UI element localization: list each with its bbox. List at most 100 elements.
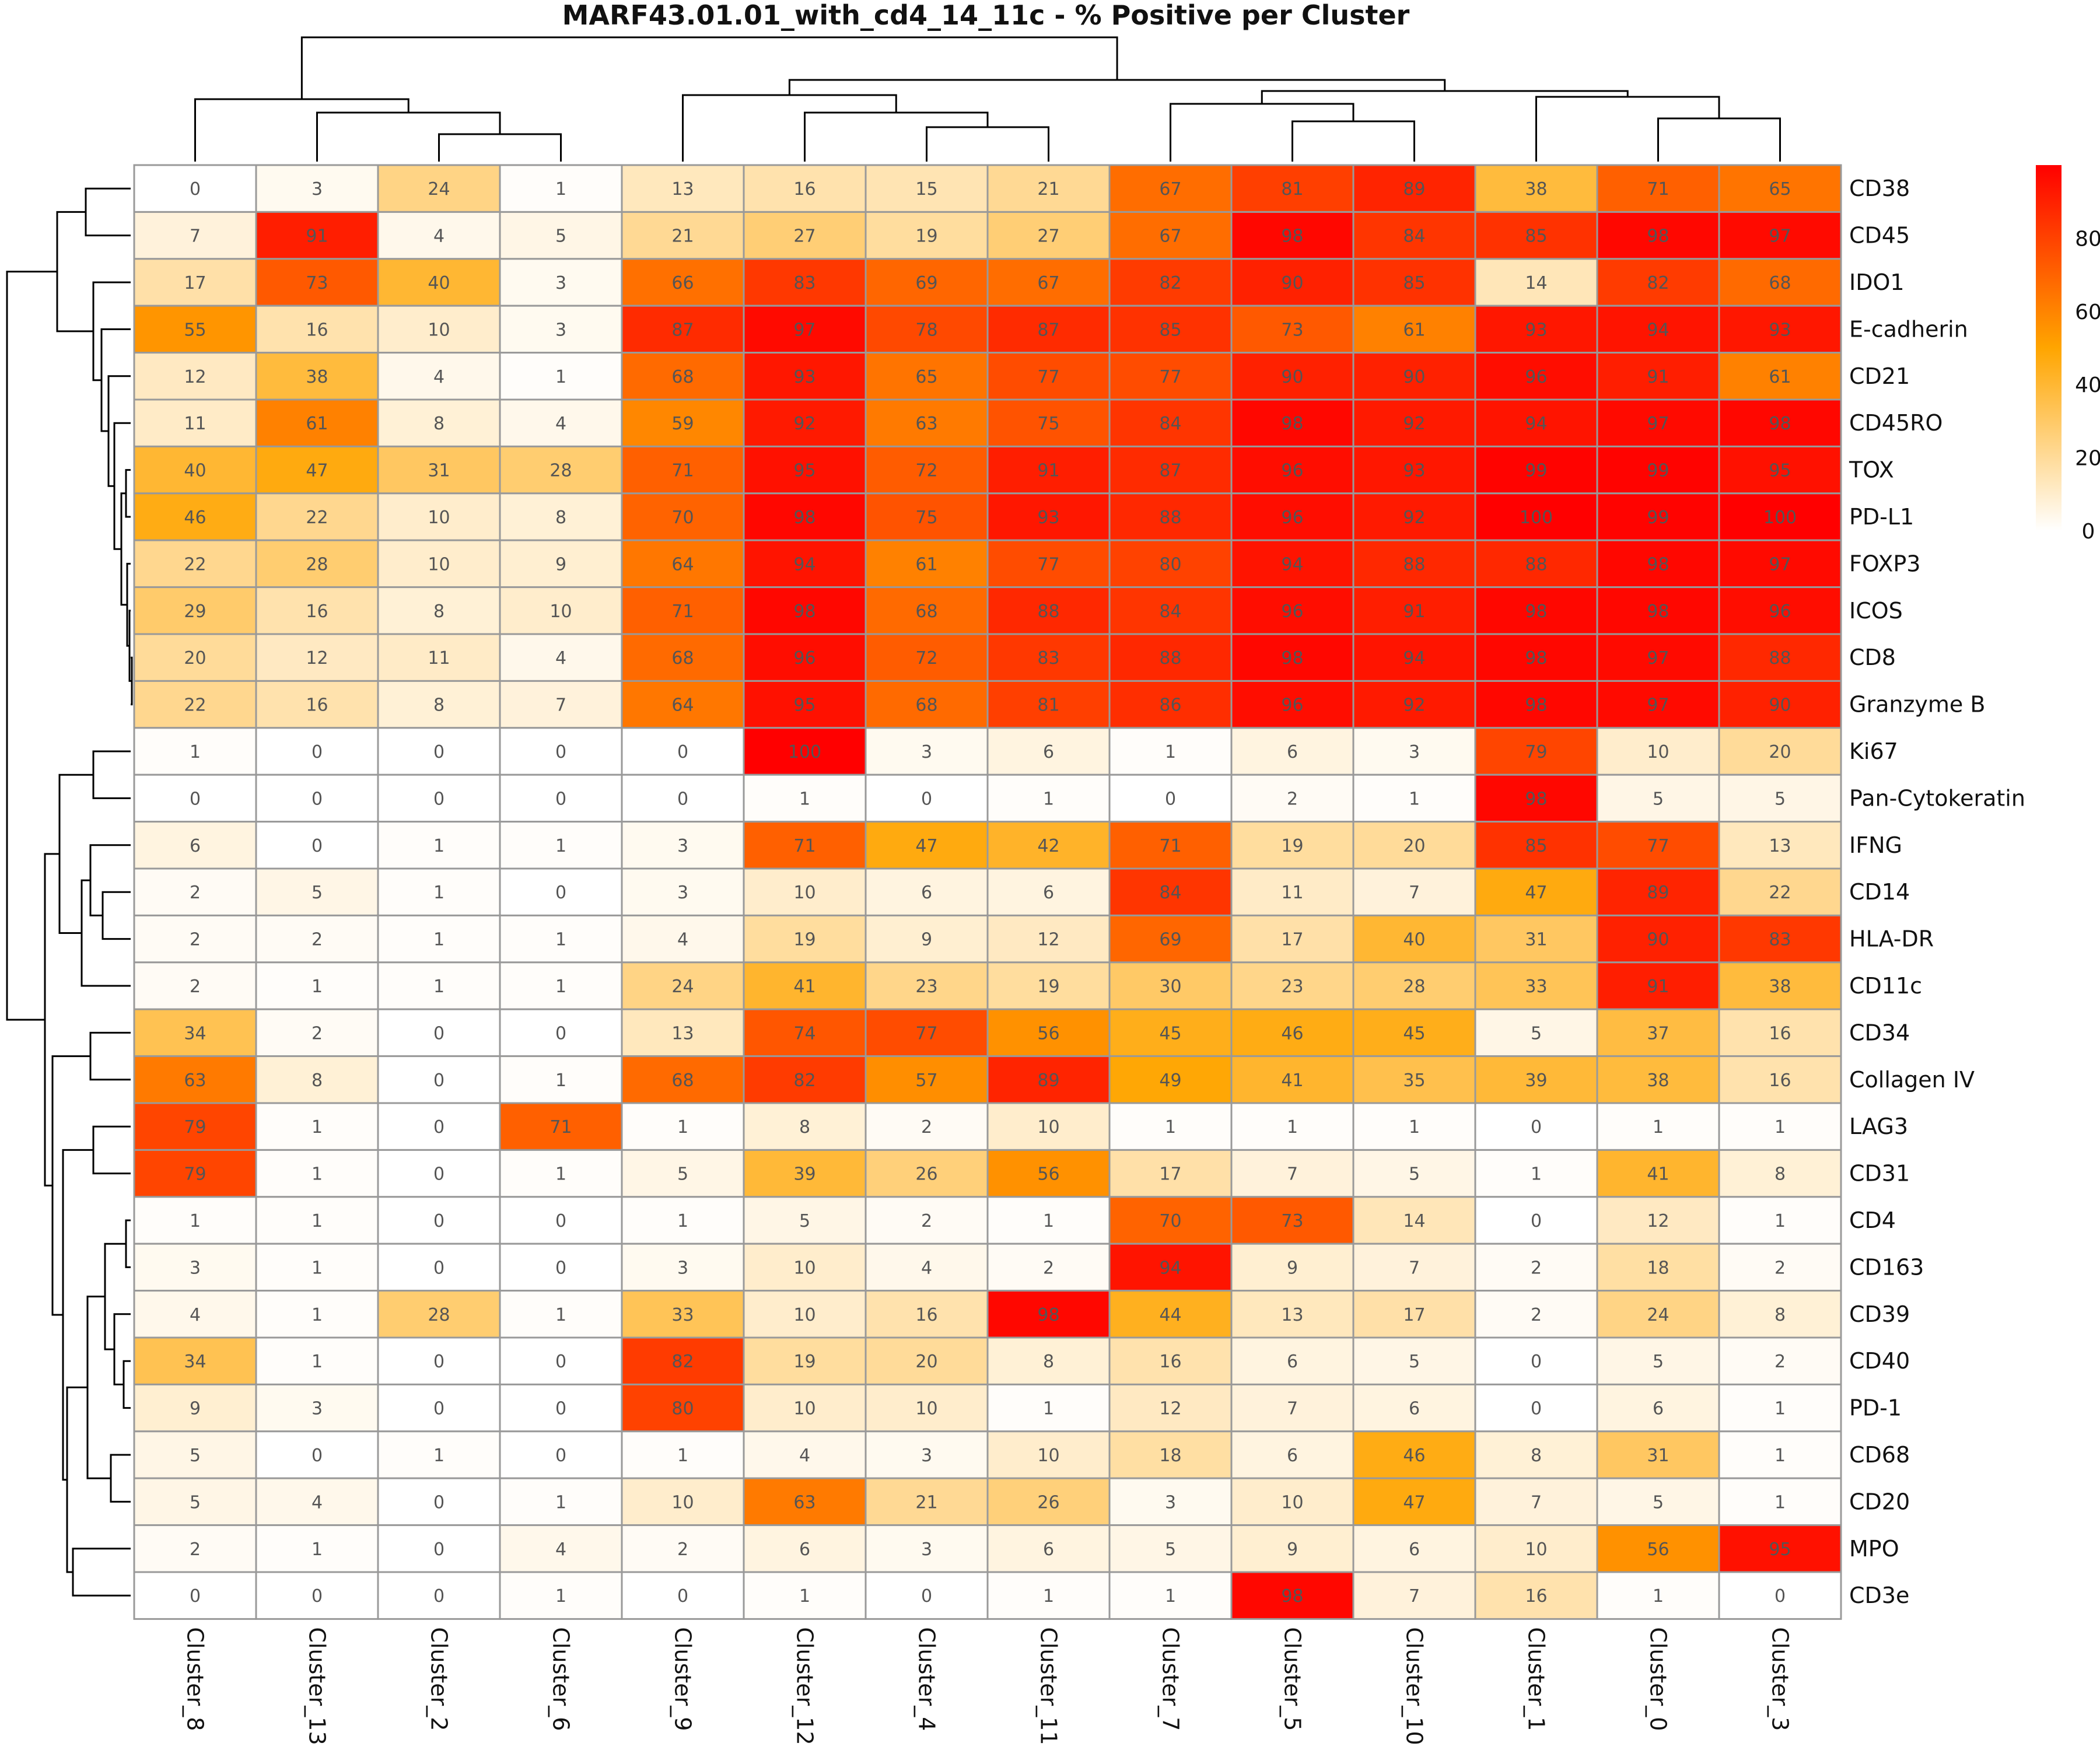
cell-value-label: 1 — [1774, 1211, 1786, 1231]
cell-value-label: 22 — [184, 695, 206, 716]
heatmap-cell — [133, 1290, 257, 1339]
cell-value-label: 10 — [1525, 1539, 1547, 1560]
cell-value-label: 3 — [921, 1539, 932, 1560]
heatmap-cell — [1108, 492, 1233, 541]
column-label: Cluster_5 — [1280, 1627, 1306, 1731]
cell-value-label: 97 — [1647, 414, 1669, 434]
heatmap-cell — [621, 867, 745, 916]
row-label: ICOS — [1849, 598, 1903, 624]
heatmap-cell — [255, 539, 379, 589]
cell-value-label: 8 — [433, 695, 444, 716]
heatmap-cell — [1596, 914, 1720, 964]
cell-value-label: 74 — [793, 1023, 816, 1044]
cell-value-label: 96 — [1769, 601, 1791, 622]
heatmap-cell — [1718, 1383, 1842, 1433]
cell-value-label: 20 — [1403, 836, 1425, 856]
heatmap-cell — [743, 680, 867, 729]
cell-value-label: 0 — [677, 789, 688, 809]
cell-value-label: 4 — [555, 1539, 566, 1560]
cell-value-label: 92 — [1403, 508, 1425, 528]
cell-value-label: 85 — [1159, 320, 1181, 340]
cell-value-label: 2 — [1043, 1258, 1054, 1278]
heatmap-cell — [1352, 398, 1476, 447]
heatmap-cell — [1230, 492, 1354, 541]
cell-value-label: 100 — [1520, 508, 1553, 528]
cell-value-label: 41 — [1281, 1070, 1303, 1091]
row-label: PD-1 — [1849, 1395, 1902, 1421]
cell-value-label: 0 — [433, 1586, 444, 1606]
cell-value-label: 0 — [312, 789, 323, 809]
heatmap-cell — [743, 352, 867, 401]
cell-value-label: 4 — [799, 1446, 810, 1466]
cell-value-label: 10 — [1281, 1492, 1303, 1513]
cell-value-label: 1 — [677, 1211, 688, 1231]
heatmap-cell — [1108, 1430, 1233, 1479]
cell-value-label: 17 — [1159, 1164, 1181, 1185]
cell-value-label: 98 — [1647, 554, 1669, 575]
dendrogram-branch — [125, 469, 131, 518]
heatmap-cell — [743, 398, 867, 447]
cell-value-label: 11 — [184, 414, 206, 434]
cell-value-label: 5 — [1653, 789, 1664, 809]
cell-value-label: 1 — [1653, 1586, 1664, 1606]
cell-value-label: 27 — [1037, 226, 1059, 247]
cell-value-label: 91 — [1647, 367, 1669, 387]
cell-value-label: 100 — [788, 742, 821, 762]
cell-value-label: 82 — [1647, 273, 1669, 293]
heatmap-cell — [499, 1008, 623, 1058]
chart-title: MARF43.01.01_with_cd4_14_11c - % Positiv… — [562, 0, 1410, 31]
heatmap-cell — [1108, 821, 1233, 870]
heatmap-cell — [864, 1055, 989, 1104]
cell-value-label: 90 — [1281, 273, 1303, 293]
cell-value-label: 5 — [1653, 1352, 1664, 1372]
cell-value-label: 1 — [190, 742, 201, 762]
heatmap-cell — [1474, 398, 1598, 447]
cell-value-label: 12 — [184, 367, 206, 387]
cell-value-label: 1 — [1043, 1211, 1054, 1231]
cell-value-label: 4 — [921, 1258, 932, 1278]
cell-value-label: 17 — [1403, 1305, 1425, 1325]
cell-value-label: 46 — [1281, 1023, 1303, 1044]
heatmap-cell — [1352, 1008, 1476, 1058]
cell-value-label: 31 — [1525, 930, 1547, 950]
column-label: Cluster_4 — [914, 1627, 940, 1731]
heatmap-cell — [1230, 633, 1354, 682]
cell-value-label: 0 — [433, 1070, 444, 1091]
heatmap-cell — [1230, 961, 1354, 1010]
heatmap-cell — [986, 164, 1111, 213]
cell-value-label: 72 — [915, 461, 937, 481]
cell-value-label: 21 — [915, 1492, 937, 1513]
cell-value-label: 1 — [555, 930, 566, 950]
heatmap-cell — [1718, 1242, 1842, 1292]
cell-value-label: 2 — [921, 1117, 932, 1138]
cell-value-label: 68 — [671, 1070, 694, 1091]
heatmap-cell — [1718, 1102, 1842, 1151]
heatmap-cell — [864, 1524, 989, 1573]
heatmap-cell — [1108, 398, 1233, 447]
cell-value-label: 82 — [793, 1070, 816, 1091]
column-label: Cluster_1 — [1524, 1627, 1549, 1731]
cell-value-label: 4 — [555, 648, 566, 668]
heatmap-cell — [133, 164, 257, 213]
cell-value-label: 6 — [190, 836, 201, 856]
heatmap-cell — [621, 258, 745, 307]
cell-value-label: 0 — [555, 1258, 566, 1278]
cell-value-label: 91 — [1037, 461, 1059, 481]
row-label: Pan-Cytokeratin — [1849, 785, 2025, 811]
heatmap-cell — [1352, 258, 1476, 307]
heatmap-cell — [133, 352, 257, 401]
heatmap-cell — [133, 914, 257, 964]
cell-value-label: 98 — [793, 601, 816, 622]
heatmap-cell — [1596, 1477, 1720, 1527]
dendrogram-branch — [125, 1219, 131, 1268]
cell-value-label: 39 — [793, 1164, 816, 1185]
cell-value-label: 5 — [190, 1446, 201, 1466]
dendrogram-branch — [72, 1548, 131, 1597]
cell-value-label: 98 — [1647, 226, 1669, 247]
cell-value-label: 9 — [1287, 1539, 1298, 1560]
heatmap-cell — [1718, 1290, 1842, 1339]
cell-value-label: 2 — [1774, 1258, 1786, 1278]
cell-value-label: 1 — [312, 1164, 323, 1185]
cell-value-label: 0 — [555, 1399, 566, 1419]
